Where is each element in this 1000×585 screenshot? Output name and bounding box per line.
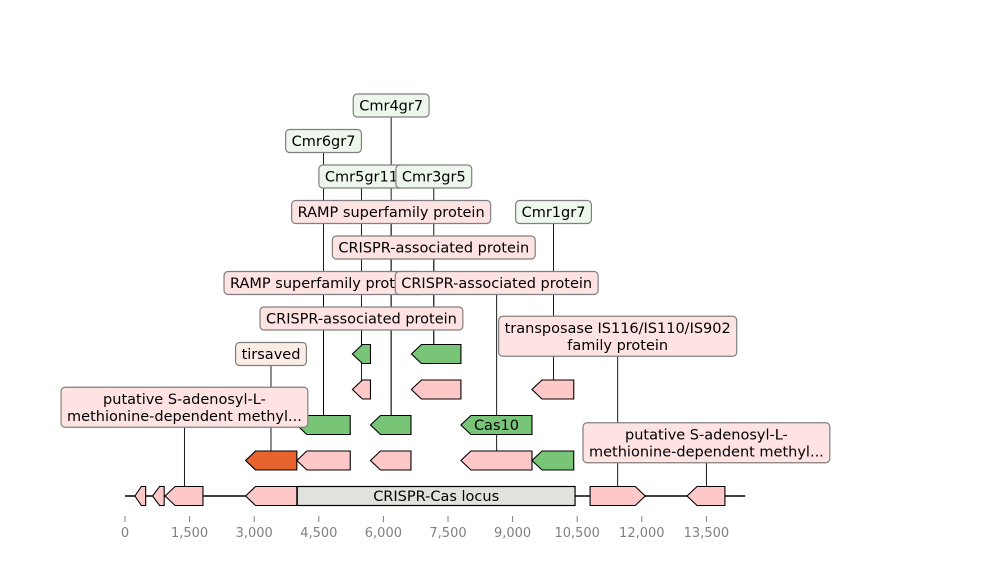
annotation-box xyxy=(352,93,430,118)
gene-arrow-6 xyxy=(686,485,726,507)
annotation-text: putative S-adenosyl-L- xyxy=(103,392,266,408)
annotation-label-10: Cmr1gr7 xyxy=(514,199,593,225)
annotation-labels: putative S-adenosyl-L-methionine-depende… xyxy=(60,93,831,464)
gene-arrow-8 xyxy=(296,450,351,471)
gene-arrow-14 xyxy=(460,414,533,436)
annotation-box xyxy=(291,199,492,225)
gene-arrow-15 xyxy=(351,379,372,400)
annotation-label-7: RAMP superfamily protein xyxy=(291,199,492,225)
annotation-text: Cmr1gr7 xyxy=(522,205,586,221)
annotation-label-1: putative S-adenosyl-L-methionine-depende… xyxy=(60,386,309,428)
annotation-label-11: Cmr6gr7 xyxy=(285,128,363,154)
annotation-label-2: tirsaved xyxy=(234,341,308,367)
annotation-box xyxy=(394,270,599,296)
gene-arrow-19 xyxy=(410,343,462,365)
annotation-text: methionine-dependent methyl... xyxy=(589,444,824,460)
annotation-text: Cmr3gr5 xyxy=(402,170,466,186)
annotation-label-14: putative S-adenosyl-L-methionine-depende… xyxy=(582,422,831,464)
annotation-box xyxy=(514,199,593,225)
annotation-box xyxy=(234,341,308,367)
annotation-label-8: Cmr5gr11 xyxy=(318,164,405,189)
axis-tick-label: 6,000 xyxy=(365,526,402,541)
gene-arrow-10 xyxy=(460,450,533,471)
gene-arrow-2 xyxy=(151,485,165,507)
annotation-box xyxy=(60,386,309,428)
annotation-box xyxy=(395,164,473,189)
axis-tick-label: 9,000 xyxy=(494,526,531,541)
axis-tick-label: 7,500 xyxy=(429,526,466,541)
gene-arrow-16 xyxy=(410,379,462,400)
gene-arrow-4 xyxy=(244,485,298,507)
annotation-label-12: Cmr4gr7 xyxy=(352,93,430,118)
gene-arrow-5 xyxy=(589,485,647,507)
annotation-label-3: CRISPR-associated protein xyxy=(259,306,464,331)
annotation-text: putative S-adenosyl-L- xyxy=(625,427,788,443)
annotation-text: tirsaved xyxy=(242,347,301,363)
axis-tick-label: 0 xyxy=(121,526,129,541)
axis-tick-label: 3,000 xyxy=(236,526,273,541)
annotation-text: Cmr6gr7 xyxy=(292,134,356,150)
annotation-text: CRISPR-associated protein xyxy=(266,312,457,328)
axis-tick-label: 4,500 xyxy=(300,526,337,541)
gene-arrow-13 xyxy=(369,414,412,436)
annotation-box xyxy=(259,306,464,331)
gene-arrow-17 xyxy=(531,379,575,400)
gene-arrow-11 xyxy=(531,450,575,471)
axis-tick-label: 10,500 xyxy=(554,526,600,541)
annotation-text: methionine-dependent methyl... xyxy=(67,409,302,425)
axis-tick-label: 12,000 xyxy=(619,526,665,541)
gene-arrow-12 xyxy=(296,414,351,436)
gene-arrow-1 xyxy=(134,485,147,507)
gene-arrow-7 xyxy=(244,450,298,471)
crispr-cas-locus-label: CRISPR-Cas locus xyxy=(373,489,499,505)
gene-label-cas10: Cas10 xyxy=(474,418,519,434)
annotation-label-5: CRISPR-associated protein xyxy=(394,270,599,296)
gene-track: CRISPR-Cas locus Cas10 xyxy=(125,343,746,507)
gene-arrow-18 xyxy=(351,343,372,365)
axis-tick-label: 1,500 xyxy=(171,526,208,541)
annotation-text: RAMP superfamily protein xyxy=(298,205,485,221)
gene-arrow-9 xyxy=(369,450,412,471)
annotation-text: Cmr4gr7 xyxy=(359,99,423,115)
annotation-label-4: RAMP superfamily protein xyxy=(223,270,424,296)
annotation-box xyxy=(582,422,831,464)
annotation-box xyxy=(498,315,738,357)
annotation-box xyxy=(285,128,363,154)
annotation-text: RAMP superfamily protein xyxy=(230,276,417,292)
annotation-text: CRISPR-associated protein xyxy=(338,241,529,257)
annotation-text: Cmr5gr11 xyxy=(325,170,398,186)
axis-tick-label: 13,500 xyxy=(684,526,730,541)
gene-arrow-3 xyxy=(164,485,204,507)
annotation-box xyxy=(331,235,536,260)
annotation-text: transposase IS116/IS110/IS902 xyxy=(505,321,731,337)
annotation-text: family protein xyxy=(567,338,668,354)
annotation-label-6: CRISPR-associated protein xyxy=(331,235,536,260)
annotation-text: CRISPR-associated protein xyxy=(401,276,592,292)
annotation-label-9: Cmr3gr5 xyxy=(395,164,473,189)
position-axis: 0 1,500 3,000 4,500 6,000 7,500 9,000 10,500 12,… xyxy=(121,516,730,541)
